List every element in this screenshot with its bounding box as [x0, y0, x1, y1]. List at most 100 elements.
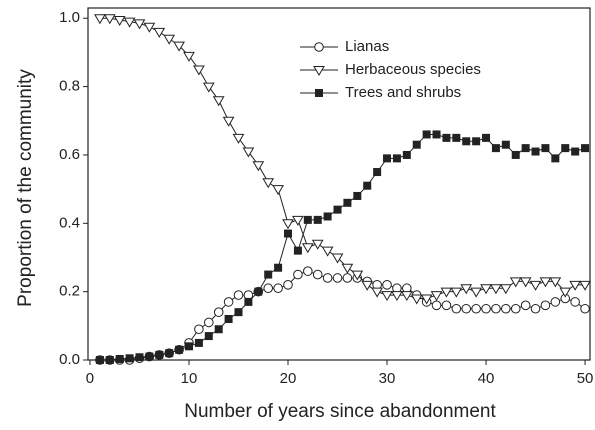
- legend-label: Lianas: [345, 38, 389, 55]
- point: [311, 239, 324, 250]
- point: [450, 287, 463, 298]
- x-tick-label: 20: [280, 370, 297, 387]
- point: [313, 66, 325, 76]
- point: [461, 303, 472, 314]
- point: [481, 303, 491, 314]
- series-line: [99, 133, 586, 361]
- point: [184, 342, 193, 351]
- point: [343, 198, 352, 207]
- point: [529, 280, 542, 291]
- point: [412, 140, 421, 149]
- legend-label: Trees and shrubs: [345, 84, 461, 101]
- point: [165, 349, 174, 358]
- point: [462, 137, 471, 146]
- point: [321, 246, 334, 257]
- point: [549, 277, 562, 288]
- point: [183, 51, 195, 62]
- point: [252, 161, 265, 172]
- point: [491, 144, 500, 153]
- point: [333, 205, 342, 214]
- point: [303, 266, 313, 276]
- point: [530, 303, 541, 314]
- point: [331, 253, 344, 264]
- point: [155, 350, 164, 359]
- series-line: [99, 270, 586, 361]
- point: [581, 144, 590, 153]
- point: [571, 147, 580, 156]
- point: [264, 270, 273, 279]
- point: [263, 283, 274, 294]
- plot-frame: [87, 7, 591, 361]
- point: [194, 324, 204, 335]
- point: [214, 325, 223, 334]
- point: [232, 133, 245, 144]
- point: [410, 294, 423, 305]
- point: [491, 303, 501, 314]
- point: [272, 185, 284, 196]
- point: [501, 140, 510, 149]
- point: [284, 229, 293, 238]
- point: [383, 154, 392, 163]
- point: [303, 215, 312, 224]
- point: [292, 215, 304, 226]
- point: [480, 284, 492, 295]
- point: [420, 294, 433, 305]
- point: [293, 269, 303, 280]
- point: [392, 154, 401, 163]
- x-tick-label: 30: [379, 370, 396, 387]
- x-tick-label: 10: [181, 370, 198, 387]
- point: [323, 212, 332, 221]
- y-axis-label: Proportion of the community: [15, 69, 36, 307]
- point: [173, 41, 185, 52]
- point: [332, 273, 343, 283]
- x-axis-label: Number of years since abandonment: [184, 401, 496, 422]
- y-tick-label: 0.2: [59, 283, 80, 300]
- point: [550, 297, 561, 307]
- point: [283, 280, 293, 290]
- point: [559, 287, 572, 298]
- point: [569, 280, 582, 291]
- point: [213, 307, 224, 317]
- point: [541, 144, 550, 153]
- point: [351, 270, 364, 281]
- point: [579, 280, 591, 291]
- point: [254, 287, 263, 296]
- point: [273, 283, 283, 294]
- point: [123, 17, 136, 28]
- point: [282, 219, 294, 230]
- point: [381, 291, 393, 302]
- point: [105, 356, 114, 364]
- point: [452, 133, 461, 142]
- point: [202, 82, 215, 93]
- y-tick-label: 0.8: [59, 78, 80, 95]
- point: [472, 137, 481, 146]
- x-tick-label: 40: [478, 370, 495, 387]
- point: [371, 287, 383, 298]
- point: [442, 133, 451, 142]
- point: [234, 308, 243, 317]
- point: [94, 14, 106, 25]
- point: [135, 353, 144, 362]
- point: [175, 345, 184, 354]
- point: [113, 15, 126, 26]
- point: [103, 14, 116, 25]
- point: [153, 27, 166, 38]
- point: [431, 300, 442, 311]
- x-tick-label: 50: [577, 370, 594, 387]
- point: [510, 303, 521, 314]
- point: [539, 277, 552, 288]
- point: [274, 263, 283, 272]
- point: [400, 291, 413, 302]
- point: [422, 130, 431, 139]
- point: [212, 96, 225, 107]
- point: [301, 243, 314, 254]
- legend-label: Herbaceous species: [345, 61, 481, 78]
- point: [133, 19, 146, 30]
- point: [163, 34, 176, 45]
- point: [561, 144, 570, 153]
- point: [95, 356, 104, 364]
- point: [361, 280, 374, 291]
- point: [430, 291, 443, 302]
- point: [242, 147, 255, 158]
